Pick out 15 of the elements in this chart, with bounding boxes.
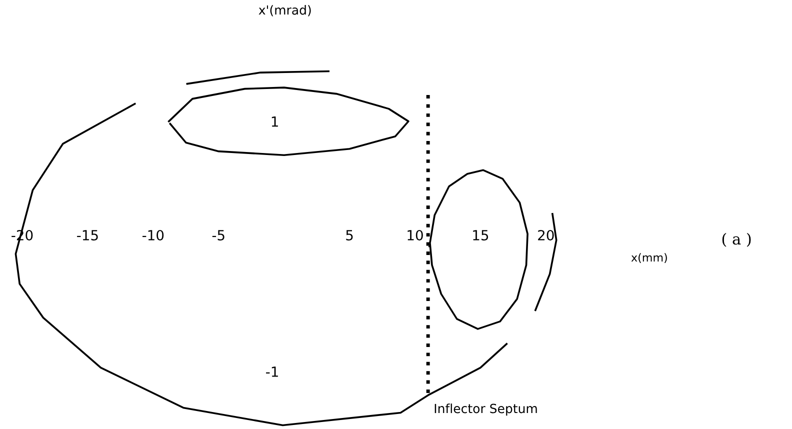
line-series [168, 86, 410, 156]
x-tick-label: 5 [346, 230, 353, 240]
x-axis-title: x(mm) [631, 253, 667, 264]
annotation: ( a ) [722, 232, 751, 247]
x-tick-label: -15 [77, 230, 98, 240]
x-tick-label: 10 [408, 230, 423, 240]
x-tick-label: 15 [473, 230, 488, 240]
y-axis-title: x'(mrad) [258, 5, 311, 16]
x-tick-label: 20 [538, 230, 554, 240]
y-tick-label: 1 [272, 116, 278, 127]
x-tick-label: -5 [212, 230, 224, 240]
annotation: Inflector Septum [434, 404, 537, 416]
y-tick-label: -1 [266, 366, 278, 377]
x-tick-label: -10 [142, 230, 164, 240]
line-series [534, 212, 558, 312]
